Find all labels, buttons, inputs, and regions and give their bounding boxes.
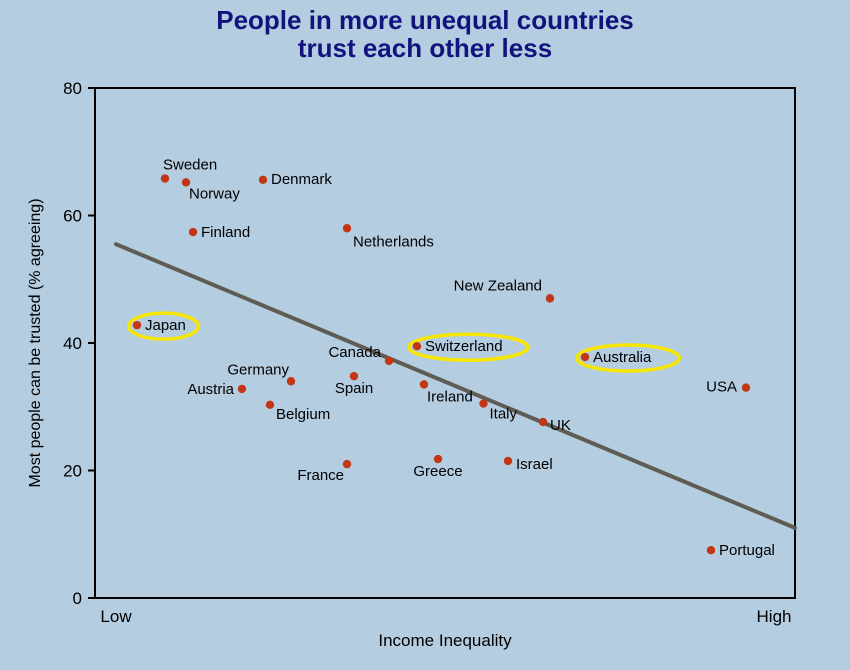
data-label: UK [550, 417, 571, 434]
data-label: Israel [516, 456, 553, 473]
y-tick-label: 20 [63, 462, 82, 481]
data-label: Portugal [719, 542, 775, 559]
data-point [238, 385, 246, 393]
data-label: Norway [189, 185, 240, 202]
data-point [259, 176, 267, 184]
data-point [266, 401, 274, 409]
data-point [161, 174, 169, 182]
data-point [742, 383, 750, 391]
data-label: Ireland [427, 388, 473, 405]
data-label: Greece [413, 463, 462, 480]
y-tick-label: 60 [63, 207, 82, 226]
data-point [581, 353, 589, 361]
data-label: Denmark [271, 171, 332, 188]
data-label: France [297, 467, 344, 484]
data-point [189, 228, 197, 236]
data-point [539, 418, 547, 426]
x-end-label-low: Low [100, 607, 132, 626]
data-label: Netherlands [353, 233, 434, 250]
data-label: Sweden [163, 157, 217, 174]
data-label: Japan [145, 317, 186, 334]
data-point [434, 455, 442, 463]
chart-title: People in more unequal countries trust e… [0, 0, 850, 62]
data-point [133, 321, 141, 329]
y-tick-label: 40 [63, 334, 82, 353]
data-label: Switzerland [425, 338, 503, 355]
data-point [385, 357, 393, 365]
data-point [707, 546, 715, 554]
x-axis-title: Income Inequality [378, 631, 512, 650]
data-label: Spain [335, 380, 373, 397]
data-point [343, 460, 351, 468]
data-label: Canada [328, 344, 381, 361]
data-label: Australia [593, 349, 652, 366]
data-point [413, 342, 421, 350]
data-label: New Zealand [454, 277, 542, 294]
y-tick-label: 80 [63, 79, 82, 98]
scatter-chart: 0 20 40 60 80 Most people can be trusted (% a… [0, 70, 850, 670]
data-label: Germany [227, 361, 289, 378]
data-label: USA [706, 379, 737, 396]
data-point [479, 399, 487, 407]
data-point [420, 380, 428, 388]
data-label: Finland [201, 224, 250, 241]
y-axis-title: Most people can be trusted (% agreeing) [27, 198, 44, 487]
data-label: Italy [490, 406, 518, 423]
y-tick-label: 0 [73, 589, 82, 608]
data-label: Austria [187, 381, 234, 398]
data-point [287, 377, 295, 385]
data-label: Belgium [276, 406, 330, 423]
data-point [504, 457, 512, 465]
data-point [343, 224, 351, 232]
data-point [350, 372, 358, 380]
x-end-label-high: High [757, 607, 792, 626]
page-root: People in more unequal countries trust e… [0, 0, 850, 670]
data-point [546, 294, 554, 302]
